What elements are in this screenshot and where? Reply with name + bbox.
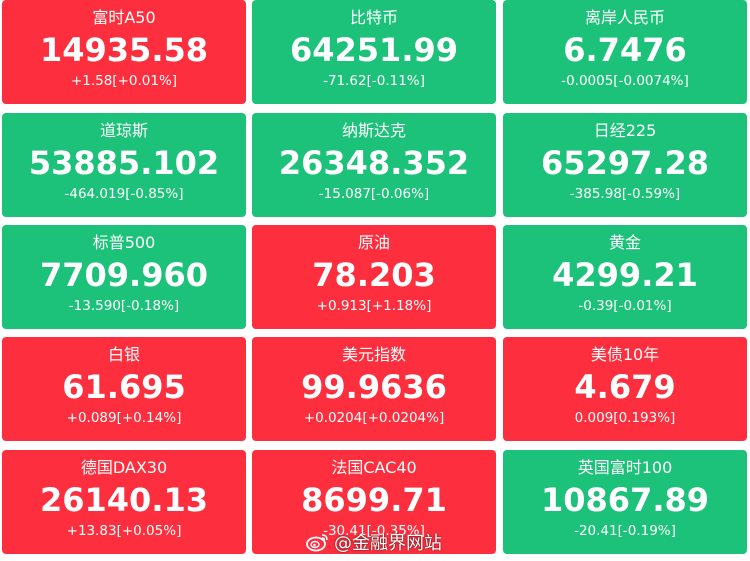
quote-tile-cac40[interactable]: 法国CAC40 8699.71 -30.41[-0.35%] — [252, 450, 496, 554]
quote-value: 8699.71 — [301, 481, 447, 519]
quote-name: 美债10年 — [590, 345, 660, 364]
quote-value: 78.203 — [312, 256, 436, 294]
quote-tile-gold[interactable]: 黄金 4299.21 -0.39[-0.01%] — [503, 225, 747, 329]
quote-change: +0.089[+0.14%] — [66, 410, 182, 426]
quote-tile-dow-jones[interactable]: 道琼斯 53885.102 -464.019[-0.85%] — [2, 113, 246, 217]
quote-value: 6.7476 — [563, 31, 687, 69]
quote-value: 7709.960 — [39, 256, 208, 294]
quote-tile-silver[interactable]: 白银 61.695 +0.089[+0.14%] — [2, 337, 246, 441]
quote-value: 53885.102 — [28, 144, 220, 182]
quote-value: 99.9636 — [301, 368, 447, 406]
quote-name: 日经225 — [593, 121, 657, 140]
quote-change: -71.62[-0.11%] — [323, 73, 425, 89]
quote-tile-nasdaq[interactable]: 纳斯达克 26348.352 -15.087[-0.06%] — [252, 113, 496, 217]
watermark-text: @金融界网站 — [334, 533, 442, 554]
quote-name: 美元指数 — [341, 345, 406, 364]
quote-change: -15.087[-0.06%] — [318, 186, 430, 202]
quote-value: 26348.352 — [278, 144, 470, 182]
quote-value: 4.679 — [574, 368, 676, 406]
quote-name: 原油 — [357, 233, 390, 252]
quote-value: 61.695 — [62, 368, 186, 406]
quote-name: 纳斯达克 — [341, 121, 406, 140]
quote-value: 14935.58 — [39, 31, 208, 69]
weibo-icon — [306, 532, 330, 552]
quote-name: 标普500 — [92, 233, 156, 252]
quote-tile-ftse-100[interactable]: 英国富时100 10867.89 -20.41[-0.19%] — [503, 450, 747, 554]
quote-change: +1.58[+0.01%] — [70, 73, 178, 89]
quote-change: -20.41[-0.19%] — [574, 523, 676, 539]
quote-name: 黄金 — [608, 233, 641, 252]
watermark: @金融界网站 — [306, 528, 442, 556]
quote-name: 道琼斯 — [99, 121, 148, 140]
quote-value: 26140.13 — [39, 481, 208, 519]
quote-tile-us-10y-treasury[interactable]: 美债10年 4.679 0.009[0.193%] — [503, 337, 747, 441]
quote-tile-ftse-a50[interactable]: 富时A50 14935.58 +1.58[+0.01%] — [2, 0, 246, 104]
quote-change: -0.39[-0.01%] — [578, 298, 672, 314]
quote-tile-offshore-cny[interactable]: 离岸人民币 6.7476 -0.0005[-0.0074%] — [503, 0, 747, 104]
quote-change: +0.0204[+0.0204%] — [303, 410, 445, 426]
quote-change: 0.009[0.193%] — [574, 410, 676, 426]
quote-tile-dollar-index[interactable]: 美元指数 99.9636 +0.0204[+0.0204%] — [252, 337, 496, 441]
quote-tile-dax30[interactable]: 德国DAX30 26140.13 +13.83[+0.05%] — [2, 450, 246, 554]
quote-tile-nikkei-225[interactable]: 日经225 65297.28 -385.98[-0.59%] — [503, 113, 747, 217]
quote-name: 富时A50 — [92, 8, 156, 27]
quote-value: 10867.89 — [540, 481, 709, 519]
quote-change: -464.019[-0.85%] — [64, 186, 184, 202]
quote-value: 64251.99 — [289, 31, 458, 69]
quote-name: 离岸人民币 — [584, 8, 665, 27]
quote-tile-bitcoin[interactable]: 比特币 64251.99 -71.62[-0.11%] — [252, 0, 496, 104]
quote-value: 4299.21 — [552, 256, 698, 294]
quote-tile-sp500[interactable]: 标普500 7709.960 -13.590[-0.18%] — [2, 225, 246, 329]
quote-name: 比特币 — [349, 8, 398, 27]
quote-name: 英国富时100 — [577, 458, 673, 477]
quote-change: -385.98[-0.59%] — [569, 186, 681, 202]
quote-tile-crude-oil[interactable]: 原油 78.203 +0.913[+1.18%] — [252, 225, 496, 329]
quote-change: -30.41[-0.35%] — [323, 523, 425, 539]
quote-name: 德国DAX30 — [80, 458, 168, 477]
quote-change: +0.913[+1.18%] — [316, 298, 432, 314]
quote-name: 白银 — [107, 345, 140, 364]
quote-change: +13.83[+0.05%] — [66, 523, 182, 539]
quote-change: -0.0005[-0.0074%] — [561, 73, 689, 89]
quote-value: 65297.28 — [540, 144, 709, 182]
quote-change: -13.590[-0.18%] — [68, 298, 180, 314]
quote-name: 法国CAC40 — [331, 458, 417, 477]
